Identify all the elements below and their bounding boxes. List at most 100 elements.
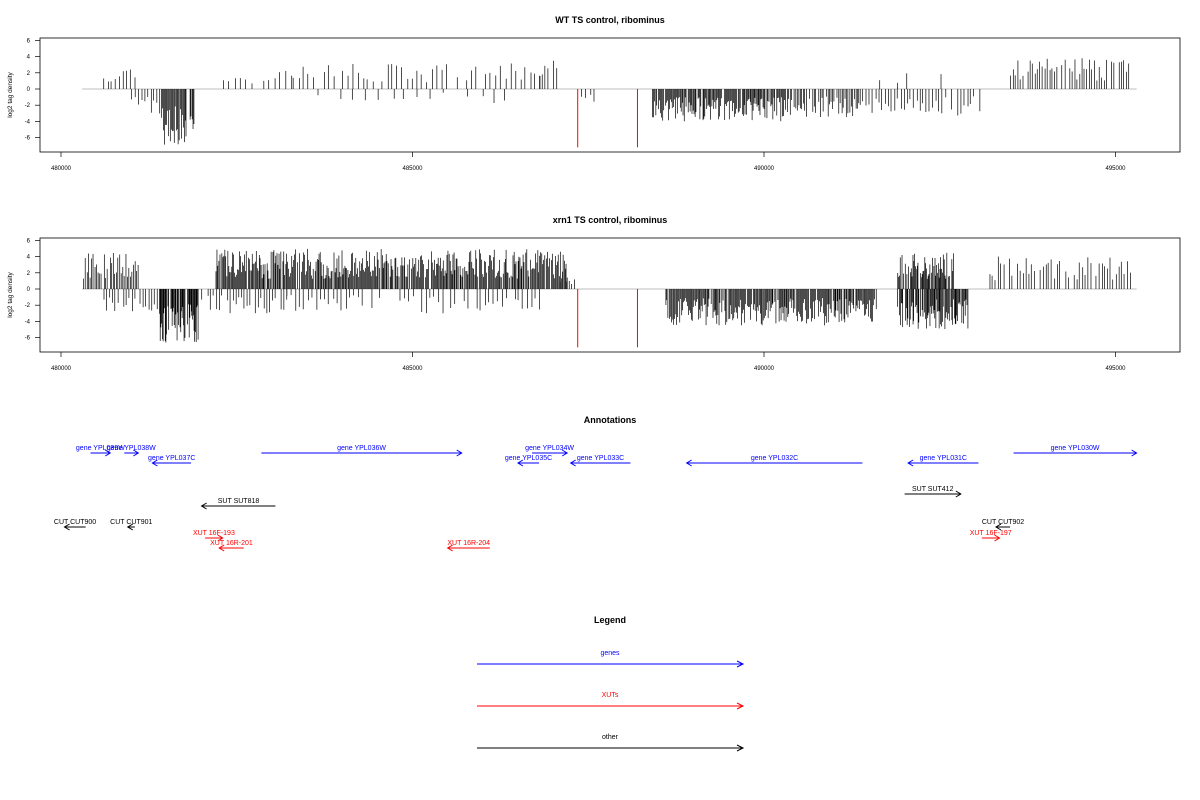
y-tick-label: 6 <box>27 238 31 244</box>
x-tick-label: 495000 <box>1105 166 1126 172</box>
x-tick-label: 480000 <box>51 166 72 172</box>
wt-track-panel: WT TS control, ribominus log2 tag densit… <box>7 15 1181 172</box>
annotation-feature: gene YPL033C <box>569 455 631 467</box>
legend-label: genes <box>600 650 620 657</box>
annotation-feature: gene YPL032C <box>685 455 863 467</box>
annotations-title: Annotations <box>584 415 637 425</box>
arrowhead <box>446 544 453 552</box>
y-tick-label: 4 <box>27 55 31 61</box>
xrn1-plot-frame <box>39 237 1181 353</box>
annotation-feature: gene YPL030W <box>1013 445 1138 457</box>
annotation-label: CUT CUT900 <box>54 519 96 526</box>
annotation-label: CUT CUT901 <box>110 519 152 526</box>
legend-entry: genes <box>477 650 745 668</box>
y-tick-label: -2 <box>25 103 31 109</box>
x-tick-label: 485000 <box>402 366 423 372</box>
annotation-feature: XUT 16F-197 <box>970 530 1012 542</box>
arrowhead <box>561 449 569 457</box>
arrowhead <box>569 459 576 467</box>
y-tick-label: -6 <box>25 336 31 342</box>
annotation-label: SUT SUT412 <box>912 486 954 493</box>
annotation-feature: gene YPL034W <box>525 445 574 457</box>
xrn1-track-panel: xrn1 TS control, ribominus log2 tag dens… <box>7 215 1181 372</box>
arrowhead <box>995 523 1002 531</box>
annotation-label: XUT 16R-201 <box>210 540 253 547</box>
x-tick-label: 480000 <box>51 366 72 372</box>
xrn1-y-axis-label: log2 tag density <box>7 271 14 317</box>
y-tick-label: -4 <box>25 319 31 325</box>
arrowhead <box>1131 449 1138 457</box>
legend-panel: Legend genes XUTs other <box>477 615 745 752</box>
annotation-feature: XUT 16R-204 <box>446 540 490 552</box>
arrowhead <box>994 534 1001 542</box>
annotation-label: gene YPL037C <box>148 455 195 462</box>
arrowhead <box>217 534 224 542</box>
annotation-label: SUT SUT818 <box>218 498 260 505</box>
arrowhead <box>736 660 745 668</box>
x-tick-label: 485000 <box>402 166 423 172</box>
annotation-feature: gene YPL036W <box>261 445 463 457</box>
annotation-label: gene YPL032C <box>751 455 798 462</box>
wt-y-axis-label: log2 tag density <box>7 71 14 117</box>
annotation-feature: gene YPL035C <box>505 455 552 467</box>
annotation-feature: gene YPL039W <box>76 445 125 457</box>
y-tick-label: 4 <box>27 255 31 261</box>
arrowhead <box>126 523 134 531</box>
annotation-feature: gene YPL038W <box>107 445 156 457</box>
arrowhead <box>736 744 745 752</box>
wt-track-title: WT TS control, ribominus <box>555 15 665 25</box>
annotation-feature: CUT CUT901 <box>110 519 153 531</box>
annotation-label: XUT 16F-193 <box>193 530 235 537</box>
annotation-feature: SUT SUT412 <box>904 486 962 498</box>
annotation-label: gene YPL033C <box>577 455 624 462</box>
annotation-feature: gene YPL031C <box>907 455 979 467</box>
arrowhead <box>456 449 463 457</box>
y-tick-label: 2 <box>27 71 31 77</box>
x-tick-label: 490000 <box>754 366 775 372</box>
arrowhead <box>104 449 112 457</box>
y-tick-label: 0 <box>27 87 31 93</box>
wt-plot-frame <box>39 37 1181 153</box>
arrowhead <box>200 502 207 510</box>
annotation-feature: XUT 16R-201 <box>210 540 253 552</box>
annotation-feature: CUT CUT900 <box>54 519 96 531</box>
annotation-label: XUT 16F-197 <box>970 530 1012 537</box>
xrn1-track-title: xrn1 TS control, ribominus <box>553 215 668 225</box>
arrowhead <box>736 702 745 710</box>
y-tick-label: 2 <box>27 271 31 277</box>
arrowhead <box>133 449 140 457</box>
annotation-label: CUT CUT902 <box>982 519 1024 526</box>
annotation-label: gene YPL039W <box>76 445 125 452</box>
arrowhead <box>516 459 524 467</box>
legend-label: other <box>602 734 619 741</box>
legend-label: XUTs <box>602 692 619 699</box>
arrowhead <box>218 544 225 552</box>
annotation-feature: XUT 16F-193 <box>193 530 235 542</box>
annotation-label: gene YPL034W <box>525 445 574 452</box>
legend-title: Legend <box>594 615 626 625</box>
arrowhead <box>63 523 70 531</box>
annotation-label: gene YPL030W <box>1051 445 1100 452</box>
annotation-label: gene YPL031C <box>920 455 967 462</box>
legend-entry: XUTs <box>477 692 745 710</box>
annotation-label: XUT 16R-204 <box>447 540 490 547</box>
annotation-label: gene YPL038W <box>107 445 156 452</box>
annotation-feature: gene YPL037C <box>148 455 195 467</box>
legend-entry: other <box>477 734 745 752</box>
annotation-feature: CUT CUT902 <box>982 519 1024 531</box>
x-tick-label: 490000 <box>754 166 775 172</box>
y-tick-label: 0 <box>27 287 31 293</box>
annotation-label: gene YPL036W <box>337 445 386 452</box>
x-tick-label: 495000 <box>1105 366 1126 372</box>
annotation-feature: SUT SUT818 <box>200 498 276 510</box>
y-tick-label: 6 <box>27 38 31 44</box>
arrowhead <box>907 459 914 467</box>
y-tick-label: -2 <box>25 303 31 309</box>
y-tick-label: -4 <box>25 119 31 125</box>
arrowhead <box>151 459 158 467</box>
annotation-label: gene YPL035C <box>505 455 552 462</box>
y-tick-label: -6 <box>25 136 31 142</box>
arrowhead <box>955 490 962 498</box>
